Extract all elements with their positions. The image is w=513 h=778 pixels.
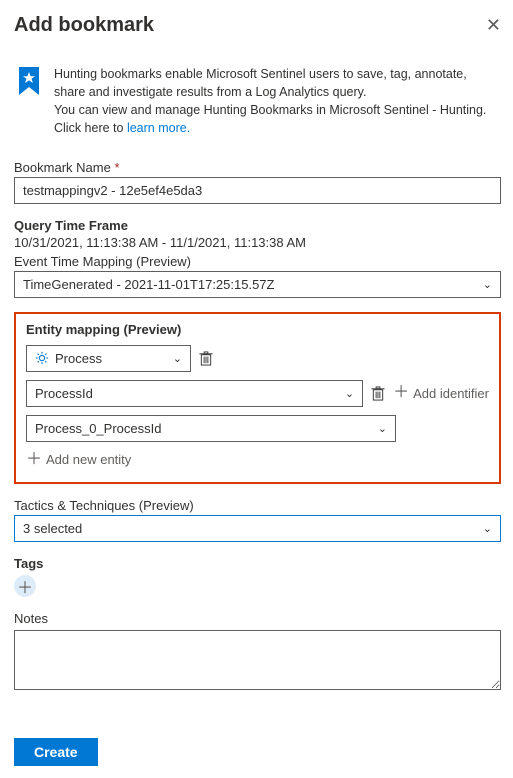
add-new-entity-button[interactable]: ＋ Add new entity (26, 452, 489, 468)
intro-block: Hunting bookmarks enable Microsoft Senti… (16, 65, 501, 138)
close-icon[interactable]: ✕ (486, 15, 501, 36)
bookmark-name-field: Bookmark Name * (14, 160, 501, 204)
chevron-down-icon: ⌄ (378, 422, 387, 435)
bookmark-name-input[interactable] (14, 177, 501, 204)
intro-line2: You can view and manage Hunting Bookmark… (54, 103, 486, 135)
delete-entity-icon[interactable] (199, 351, 213, 366)
identifier-value-value: Process_0_ProcessId (35, 421, 161, 436)
tactics-value: 3 selected (23, 521, 82, 536)
bookmark-name-label: Bookmark Name (14, 160, 111, 175)
add-identifier-button[interactable]: ＋ Add identifier (393, 385, 489, 401)
identifier-value: ProcessId (35, 386, 93, 401)
gear-icon (35, 351, 49, 365)
query-time-frame-value: 10/31/2021, 11:13:38 AM - 11/1/2021, 11:… (14, 235, 501, 250)
chevron-down-icon: ⌄ (483, 278, 492, 291)
chevron-down-icon: ⌄ (345, 387, 354, 400)
tactics-select[interactable]: 3 selected ⌄ (14, 515, 501, 542)
entity-mapping-label: Entity mapping (Preview) (26, 322, 489, 337)
entity-type-value: Process (55, 351, 102, 366)
add-tag-button[interactable]: ＋ (14, 575, 36, 597)
chevron-down-icon: ⌄ (173, 352, 182, 365)
event-time-mapping-select[interactable]: TimeGenerated - 2021-11-01T17:25:15.57Z … (14, 271, 501, 298)
entity-type-select[interactable]: Process ⌄ (26, 345, 191, 372)
notes-label: Notes (14, 611, 501, 626)
event-time-mapping-value: TimeGenerated - 2021-11-01T17:25:15.57Z (23, 277, 274, 292)
identifier-select[interactable]: ProcessId ⌄ (26, 380, 363, 407)
panel-title: Add bookmark (14, 14, 154, 37)
delete-identifier-icon[interactable] (371, 386, 385, 401)
query-time-frame-label: Query Time Frame (14, 218, 501, 233)
intro-text: Hunting bookmarks enable Microsoft Senti… (54, 65, 501, 138)
plus-icon: ＋ (26, 452, 42, 468)
event-time-mapping-label: Event Time Mapping (Preview) (14, 254, 501, 269)
required-asterisk: * (114, 160, 119, 175)
entity-mapping-section: Entity mapping (Preview) Process ⌄ (14, 312, 501, 484)
intro-line1: Hunting bookmarks enable Microsoft Senti… (54, 67, 467, 99)
bookmark-icon (16, 67, 42, 97)
add-identifier-label: Add identifier (413, 386, 489, 401)
create-button[interactable]: Create (14, 738, 98, 766)
event-time-mapping-field: Event Time Mapping (Preview) TimeGenerat… (14, 254, 501, 298)
plus-icon: ＋ (17, 574, 33, 598)
tags-label: Tags (14, 556, 501, 571)
add-new-entity-label: Add new entity (46, 452, 131, 467)
plus-icon: ＋ (393, 385, 409, 401)
tags-field: Tags ＋ (14, 556, 501, 597)
learn-more-link[interactable]: learn more. (127, 121, 190, 135)
notes-input[interactable] (14, 630, 501, 690)
query-time-frame-field: Query Time Frame 10/31/2021, 11:13:38 AM… (14, 218, 501, 250)
tactics-label: Tactics & Techniques (Preview) (14, 498, 501, 513)
tactics-field: Tactics & Techniques (Preview) 3 selecte… (14, 498, 501, 542)
notes-field: Notes (14, 611, 501, 693)
identifier-value-select[interactable]: Process_0_ProcessId ⌄ (26, 415, 396, 442)
chevron-down-icon: ⌄ (483, 522, 492, 535)
